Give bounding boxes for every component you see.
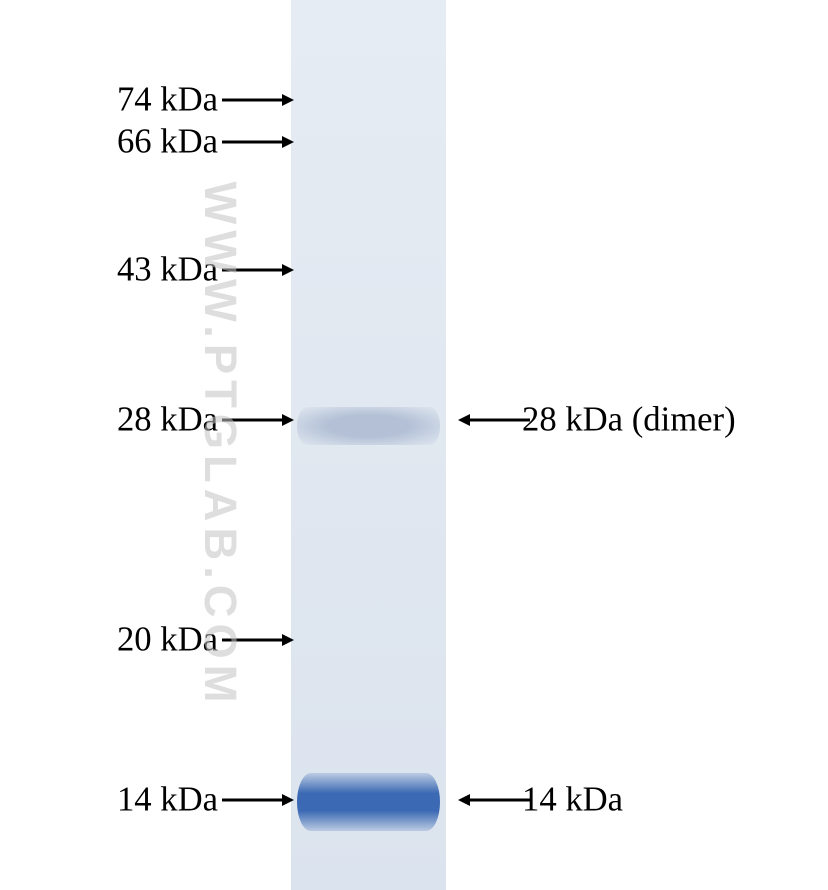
- gel-canvas: 74 kDa 66 kDa 43 kDa 28 kDa 20 kDa 14 kD…: [0, 0, 828, 890]
- band-label-right: 28 kDa (dimer): [522, 401, 736, 440]
- arrow-right-icon: [222, 88, 294, 112]
- arrow-right-icon: [222, 788, 294, 812]
- arrow-right-icon: [222, 130, 294, 154]
- marker-label-left: 66 kDa: [117, 123, 218, 162]
- gel-band-dimer: [297, 407, 440, 445]
- gel-lane: [290, 0, 447, 890]
- gel-lane-dye: [291, 0, 446, 890]
- arrow-left-icon: [458, 408, 530, 432]
- band-label-right: 14 kDa: [522, 781, 623, 820]
- marker-label-left: 14 kDa: [117, 781, 218, 820]
- gel-band-main: [297, 773, 440, 831]
- watermark-text: WWW.PTGLAB.COM: [194, 181, 246, 708]
- marker-label-left: 74 kDa: [117, 81, 218, 120]
- arrow-left-icon: [458, 788, 530, 812]
